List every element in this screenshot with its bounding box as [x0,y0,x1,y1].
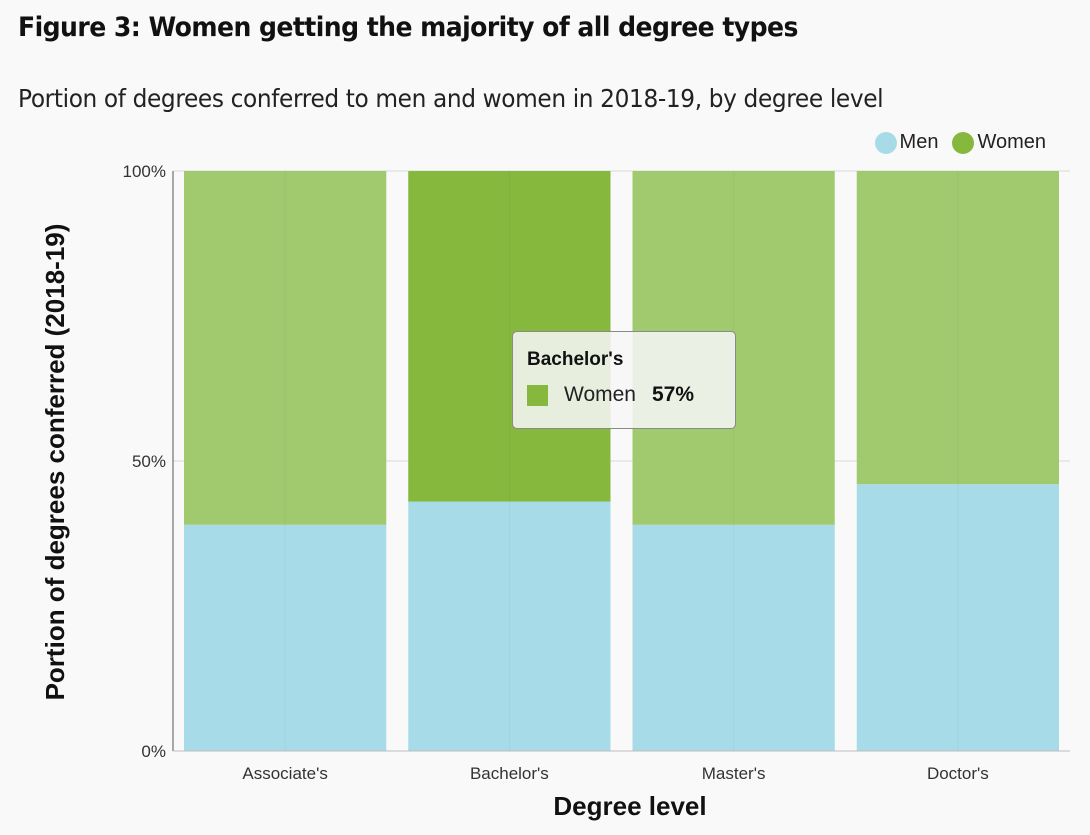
bar-segment-men-bachelor-s[interactable] [408,501,611,751]
tooltip-swatch [527,384,548,406]
tooltip-series: Women [564,383,636,406]
chart-legend: Men Women [874,131,1046,154]
y-axis-title: Portion of degrees conferred (2018-19) [40,224,70,701]
bar-segment-men-master-s[interactable] [632,524,835,751]
tooltip-row: Women 57% [527,383,735,407]
legend-item-men[interactable]: Men [874,131,939,154]
bar-segment-men-doctor-s[interactable] [856,484,1059,751]
legend-label-women: Women [977,131,1046,153]
axis-layer: 0% 50% 100% Associate's Bachelor's Master's Do… [123,162,1070,783]
legend-swatch-men [874,131,897,154]
legend-item-women[interactable]: Women [952,131,1046,154]
chart-subtitle: Portion of degrees conferred to men and … [18,84,884,113]
bars-layer [184,171,1059,751]
x-axis-title: Degree level [553,791,706,821]
x-tick-label: Associate's [242,764,327,783]
y-tick-label: 0% [141,742,166,761]
x-tick-label: Doctor's [927,764,989,783]
x-tick-label: Bachelor's [470,764,549,783]
legend-label-men: Men [899,131,939,153]
bar-segment-women-doctor-s[interactable] [856,171,1059,485]
tooltip-value: 57% [651,383,695,406]
bar-segment-men-associate-s[interactable] [184,524,387,751]
tooltip-category: Bachelor's [527,349,624,370]
y-tick-label: 50% [132,452,166,471]
bar-tooltip: Bachelor's Women 57% [512,331,736,429]
legend-swatch-women [952,131,975,154]
bar-segment-women-associate-s[interactable] [184,171,387,525]
x-tick-label: Master's [702,764,766,783]
y-tick-label: 100% [123,162,166,181]
chart-title: Figure 3: Women getting the majority of … [18,12,798,43]
